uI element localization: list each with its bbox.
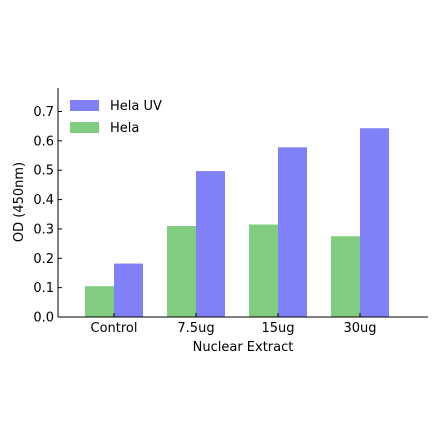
y-axis-label: OD (450nm) <box>12 162 27 242</box>
bar-hela-uv-15ug <box>278 147 307 317</box>
bar-hela-30ug <box>331 236 360 317</box>
x-axis-ticks: Control 7.5ug 15ug 30ug <box>91 313 377 336</box>
legend-swatch-hela <box>70 122 99 133</box>
y-tick-label: 0.4 <box>33 193 54 208</box>
bar-hela-15ug <box>249 224 278 317</box>
legend-label-hela: Hela <box>110 121 139 136</box>
y-tick-label: 0.3 <box>33 222 54 237</box>
y-tick-label: 0.0 <box>33 311 54 326</box>
x-axis-label: Nuclear Extract <box>193 340 294 355</box>
x-tick-label: 7.5ug <box>177 321 214 336</box>
y-tick-label: 0.6 <box>33 134 54 149</box>
y-tick-label: 0.5 <box>33 164 54 179</box>
legend-swatch-hela-uv <box>70 100 99 111</box>
bar-hela-uv-7-5ug <box>196 171 225 317</box>
y-tick-label: 0.7 <box>33 105 54 120</box>
y-axis-ticks: 0.0 0.1 0.2 0.3 0.4 0.5 0.6 0.7 <box>33 105 62 326</box>
legend: Hela UV Hela <box>70 99 162 136</box>
bar-hela-uv-30ug <box>360 128 389 317</box>
bars-group <box>85 128 389 317</box>
bar-hela-uv-control <box>114 263 143 317</box>
bar-hela-7-5ug <box>167 225 196 317</box>
bar-hela-control <box>85 286 114 317</box>
y-tick-label: 0.2 <box>33 252 54 267</box>
x-tick-label: 15ug <box>261 321 294 336</box>
x-tick-label: 30ug <box>343 321 376 336</box>
y-tick-label: 0.1 <box>33 281 54 296</box>
legend-label-hela-uv: Hela UV <box>110 99 162 114</box>
x-tick-label: Control <box>91 321 138 336</box>
